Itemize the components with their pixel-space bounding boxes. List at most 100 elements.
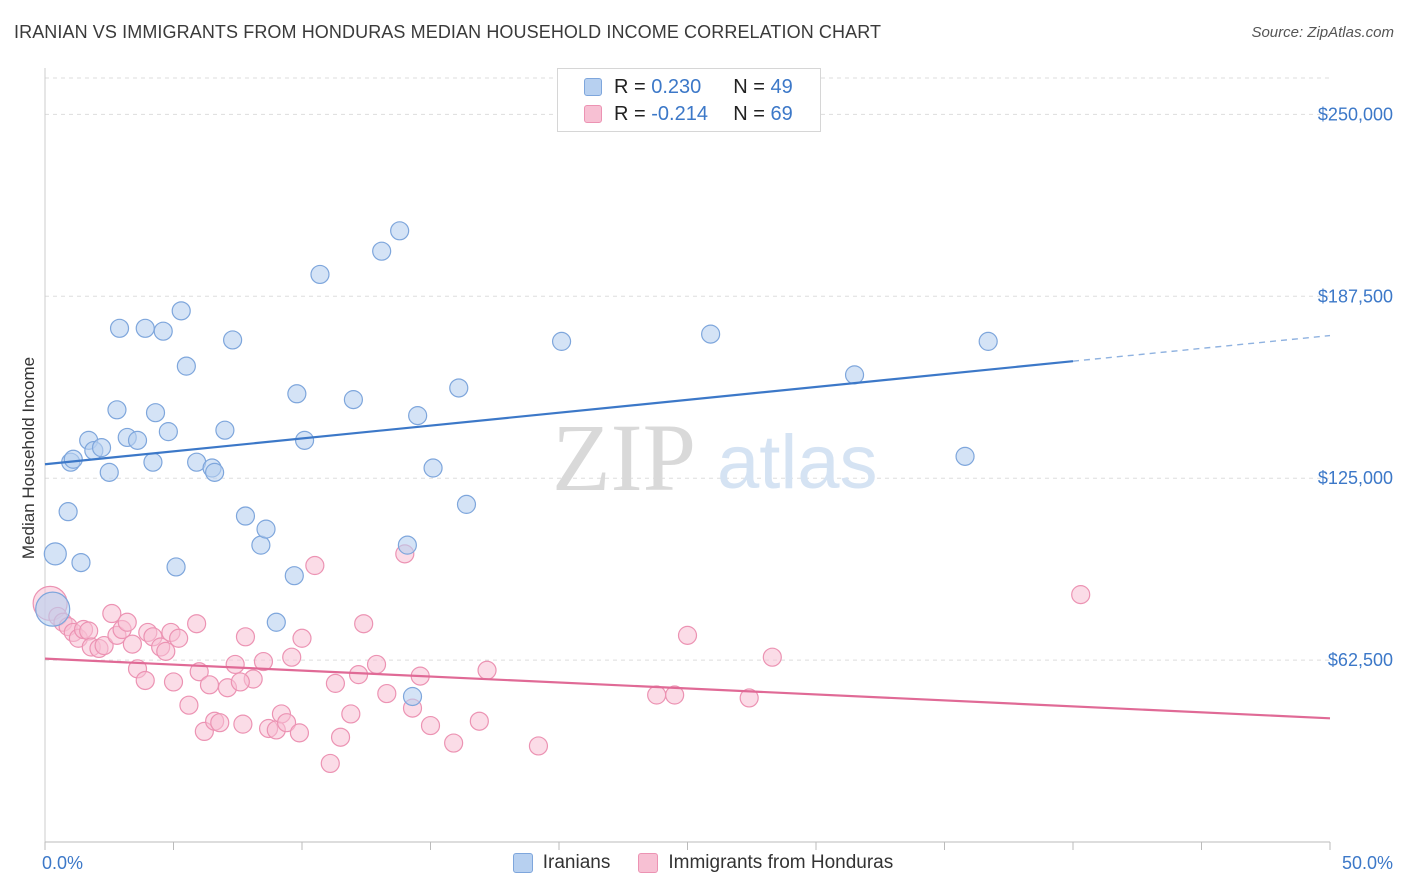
honduras-point (762, 647, 782, 667)
iranians-point (99, 462, 119, 482)
honduras-point (348, 665, 369, 685)
legend-r-label: R = (614, 75, 646, 98)
iranians-point (143, 452, 163, 472)
iranians-point (71, 552, 91, 573)
x-tick-label-max: 50.0% (1342, 853, 1393, 873)
y-tick-label: $187,500 (1318, 286, 1393, 306)
iranians-point (153, 321, 173, 341)
honduras-point (233, 714, 253, 734)
honduras-point (169, 628, 189, 648)
honduras-trend-line (44, 657, 1331, 720)
iranians-point (456, 494, 477, 514)
iranians-point (205, 462, 225, 482)
honduras-point (135, 670, 155, 691)
legend-n-label: N = (733, 75, 765, 98)
legend-label-iranians: Iranians (542, 852, 611, 873)
correlation-legend: R = 0.230 N = 49 R = -0.214 N = 69 (557, 68, 821, 132)
honduras-point (235, 627, 256, 647)
gridlines (45, 77, 1330, 661)
legend-item-honduras[interactable]: Immigrants from Honduras (638, 852, 893, 874)
honduras-point (253, 651, 274, 672)
honduras-point (122, 634, 142, 654)
trend-lines (44, 334, 1331, 720)
iranians-point (43, 542, 67, 566)
iranians-point (63, 449, 83, 469)
honduras-point (276, 713, 297, 733)
honduras-point (305, 555, 325, 576)
legend-item-iranians[interactable]: Iranians (512, 852, 611, 874)
legend-r-value: 0.230 (651, 75, 702, 98)
iranians-point (176, 356, 196, 376)
honduras-point (102, 603, 122, 624)
honduras-point (156, 641, 176, 661)
honduras-point (187, 614, 207, 634)
iranians-point (294, 430, 315, 450)
honduras-point (230, 672, 250, 692)
honduras-point (1071, 585, 1091, 605)
source-credit: Source: ZipAtlas.com (1251, 24, 1394, 41)
axes (44, 68, 1331, 850)
legend-n-value: 49 (770, 75, 793, 98)
iranians-point (35, 591, 71, 627)
watermark-atlas: atlas (717, 420, 878, 505)
honduras-point (665, 685, 685, 705)
legend-label-honduras: Immigrants from Honduras (668, 852, 894, 873)
iranians-point (58, 502, 78, 522)
watermark-zip: ZIP (552, 404, 696, 511)
iranians-point (109, 318, 130, 338)
iranians-point (251, 535, 271, 555)
legend-r-value: -0.214 (651, 102, 708, 125)
iranians-point (158, 422, 178, 442)
iranians-point (223, 330, 243, 350)
x-tick-label-min: 0.0% (42, 853, 83, 873)
honduras-point (292, 628, 312, 648)
series-legend: Iranians Immigrants from Honduras (0, 852, 1406, 874)
honduras-point (677, 625, 698, 645)
series-iranians-points (35, 221, 998, 707)
iranians-point (284, 566, 304, 586)
iranians-point (127, 430, 148, 450)
iranians-point (107, 400, 127, 420)
honduras-point (189, 662, 209, 682)
honduras-point (117, 612, 137, 632)
honduras-point (79, 621, 99, 641)
honduras-point (199, 675, 220, 695)
iranians-point (844, 365, 865, 385)
iranians-point (402, 686, 423, 707)
legend-row-honduras: R = -0.214 N = 69 (584, 102, 793, 126)
honduras-point (282, 647, 302, 667)
y-tick-label: $125,000 (1318, 468, 1393, 488)
legend-n-label: N = (733, 102, 765, 125)
honduras-point (354, 614, 374, 634)
iranians-point (955, 446, 975, 466)
series-honduras-points (32, 544, 1091, 774)
iranians-point (449, 378, 469, 398)
y-tick-label: $250,000 (1318, 104, 1393, 124)
honduras-point (528, 736, 549, 756)
honduras-point (366, 654, 387, 675)
honduras-point (647, 685, 667, 705)
legend-swatch-blue (512, 853, 533, 873)
iranians-point (390, 221, 410, 241)
honduras-point (341, 704, 361, 724)
iranians-point (166, 557, 186, 577)
iranians-point (423, 458, 443, 478)
iranians-point (551, 331, 572, 351)
iranians-point (135, 318, 155, 338)
honduras-point (94, 635, 114, 656)
honduras-point (444, 733, 464, 753)
watermark: ZIP atlas (552, 404, 878, 511)
iranians-point (397, 535, 417, 555)
iranians-point (91, 438, 112, 458)
iranians-point (145, 403, 166, 423)
honduras-point (477, 660, 497, 680)
y-tick-labels: $62,500 $125,000 $187,500 $250,000 (1318, 104, 1393, 670)
y-tick-label: $62,500 (1328, 650, 1393, 670)
iranians-trend-extension (1072, 334, 1331, 362)
honduras-point (289, 723, 310, 743)
legend-n-value: 69 (770, 102, 793, 125)
legend-swatch-pink (638, 853, 659, 873)
iranians-point (372, 241, 392, 261)
iranians-point (701, 324, 721, 344)
